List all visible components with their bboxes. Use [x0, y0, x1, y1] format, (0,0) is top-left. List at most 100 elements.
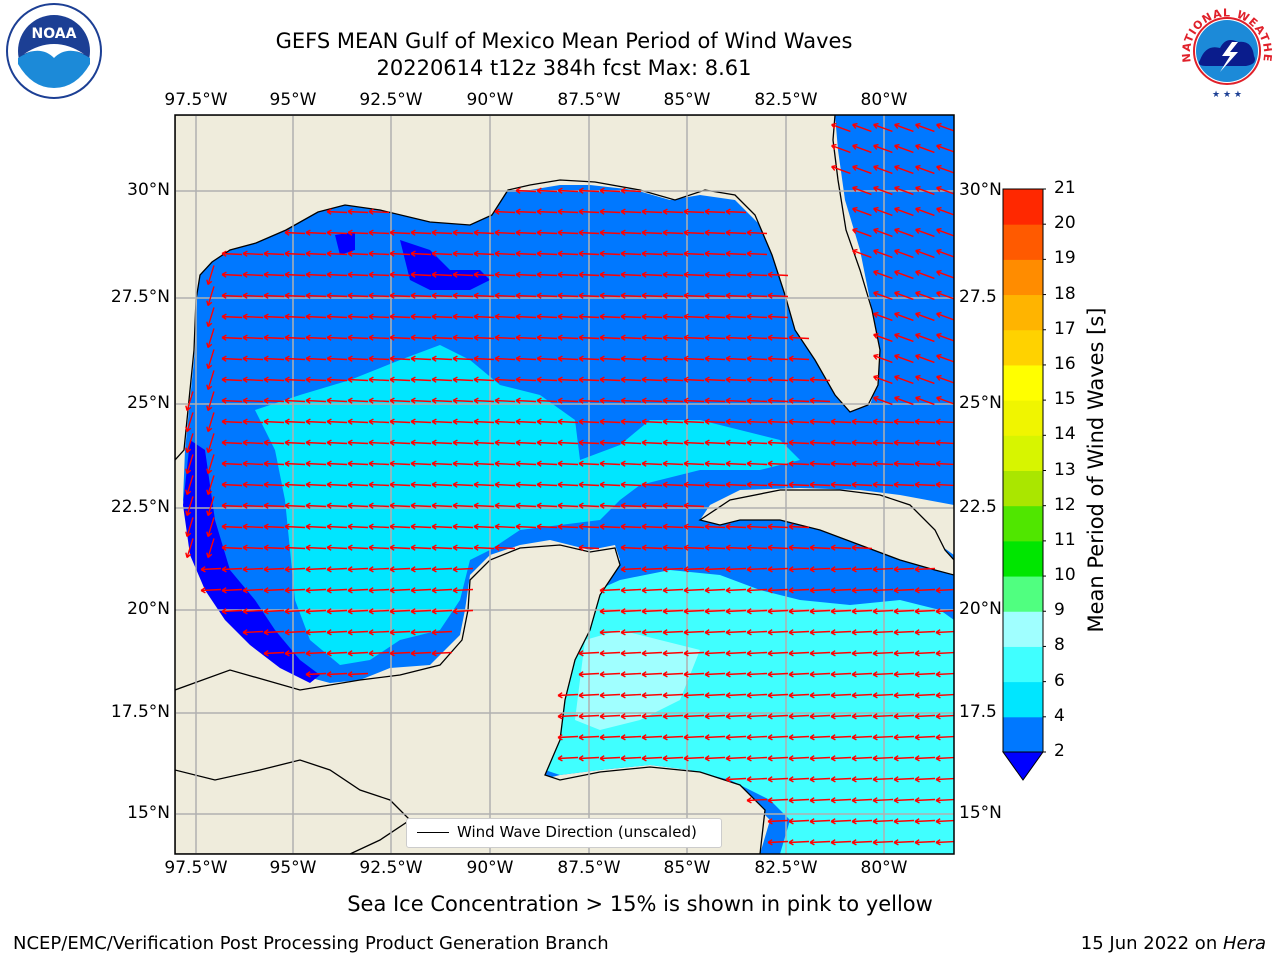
lon-label: 92.5°W	[359, 90, 423, 110]
wind-wave-arrow	[206, 265, 215, 286]
wind-wave-arrow	[851, 797, 873, 804]
wind-wave-arrow	[221, 292, 243, 299]
wind-wave-arrow	[494, 523, 516, 530]
wind-wave-arrow	[767, 271, 789, 278]
wind-wave-arrow	[873, 269, 893, 280]
wind-wave-arrow	[242, 397, 264, 404]
wind-wave-arrow	[557, 334, 579, 341]
wind-wave-arrow	[473, 460, 495, 467]
colorbar-segment	[1003, 435, 1043, 471]
wind-wave-arrow	[410, 397, 432, 404]
wind-wave-arrow	[914, 839, 936, 846]
colorbar-label: Mean Period of Wind Waves [s]	[1084, 307, 1108, 633]
wind-wave-arrow	[704, 229, 726, 236]
wind-wave-arrow	[494, 460, 516, 467]
colorbar-tick-label: 16	[1054, 353, 1076, 374]
colorbar-tick-label: 17	[1054, 318, 1076, 339]
wind-wave-arrow	[326, 271, 348, 278]
wind-wave-arrow	[851, 481, 873, 488]
wind-wave-arrow	[704, 313, 726, 320]
wind-wave-arrow	[894, 185, 914, 196]
wind-wave-arrow	[305, 313, 327, 320]
wind-wave-arrow	[221, 460, 243, 467]
wind-wave-arrow	[914, 587, 936, 594]
colorbar-segment	[1003, 540, 1043, 577]
wind-wave-arrow	[809, 650, 831, 657]
wind-wave-arrow	[263, 502, 285, 509]
wind-wave-arrow	[206, 454, 215, 475]
wind-wave-arrow	[851, 692, 873, 699]
wind-wave-arrow	[641, 292, 663, 299]
wind-wave-arrow	[893, 566, 915, 573]
wind-wave-arrow	[452, 292, 474, 299]
wind-wave-arrow	[746, 355, 768, 362]
wind-wave-arrow	[641, 629, 663, 636]
wind-wave-arrow	[746, 692, 768, 699]
wind-wave-arrow	[683, 481, 705, 488]
wind-wave-arrow	[410, 355, 432, 362]
wind-wave-arrow	[935, 734, 954, 741]
wind-wave-arrow	[284, 439, 306, 446]
wind-wave-arrow	[347, 671, 369, 678]
wind-wave-arrow	[242, 481, 264, 488]
wind-wave-arrow	[788, 629, 810, 636]
wind-wave-arrow	[473, 502, 495, 509]
wind-wave-arrow	[809, 692, 831, 699]
wind-wave-arrow	[872, 418, 894, 425]
wind-wave-arrow	[557, 376, 579, 383]
wind-wave-arrow	[788, 797, 810, 804]
wind-wave-arrow	[620, 671, 642, 678]
wind-wave-arrow	[305, 566, 327, 573]
wind-wave-arrow	[894, 122, 914, 133]
wind-wave-arrow	[662, 671, 684, 678]
wind-wave-arrow	[515, 397, 537, 404]
wind-wave-arrow	[725, 608, 747, 615]
wind-wave-arrow	[284, 355, 306, 362]
lon-label: 95°W	[269, 90, 317, 110]
wind-wave-arrow	[809, 671, 831, 678]
wind-wave-arrow	[725, 355, 747, 362]
wind-wave-arrow	[431, 650, 453, 657]
wind-wave-arrow	[894, 311, 914, 322]
wind-wave-arrow	[263, 481, 285, 488]
wind-wave-arrow	[578, 292, 600, 299]
wind-wave-arrow	[452, 418, 474, 425]
wind-wave-arrow	[536, 250, 558, 257]
wind-wave-arrow	[599, 439, 621, 446]
wind-wave-arrow	[641, 355, 663, 362]
wind-wave-arrow	[368, 608, 390, 615]
wind-wave-arrow	[431, 229, 453, 236]
wind-wave-arrow	[410, 271, 432, 278]
wind-wave-arrow	[515, 376, 537, 383]
wind-wave-arrow	[578, 397, 600, 404]
wind-wave-arrow	[788, 481, 810, 488]
wind-wave-arrow	[767, 481, 789, 488]
wind-wave-arrow	[893, 671, 915, 678]
wind-wave-arrow	[347, 608, 369, 615]
wind-wave-arrow	[767, 418, 789, 425]
wind-wave-arrow	[578, 692, 600, 699]
wind-wave-arrow	[936, 227, 954, 237]
wind-wave-arrow	[578, 502, 600, 509]
wind-wave-arrow	[704, 208, 726, 215]
wind-wave-arrow	[185, 517, 194, 538]
wind-wave-arrow	[767, 629, 789, 636]
wind-wave-arrow	[494, 355, 516, 362]
wind-wave-arrow	[431, 502, 453, 509]
wind-wave-arrow	[746, 776, 768, 783]
wind-wave-arrow	[620, 334, 642, 341]
wind-wave-arrow	[599, 397, 621, 404]
wind-wave-arrow	[914, 713, 936, 720]
wind-wave-arrow	[641, 271, 663, 278]
wind-wave-arrow	[662, 734, 684, 741]
wind-wave-arrow	[410, 650, 432, 657]
wind-wave-arrow	[263, 460, 285, 467]
wind-wave-arrow	[620, 439, 642, 446]
wind-wave-arrow	[410, 334, 432, 341]
wind-wave-arrow	[620, 313, 642, 320]
wind-wave-arrow	[893, 692, 915, 699]
wind-wave-arrow	[389, 629, 411, 636]
wind-wave-arrow	[305, 439, 327, 446]
wind-wave-arrow	[452, 566, 474, 573]
colorbar-segment	[1003, 576, 1043, 612]
